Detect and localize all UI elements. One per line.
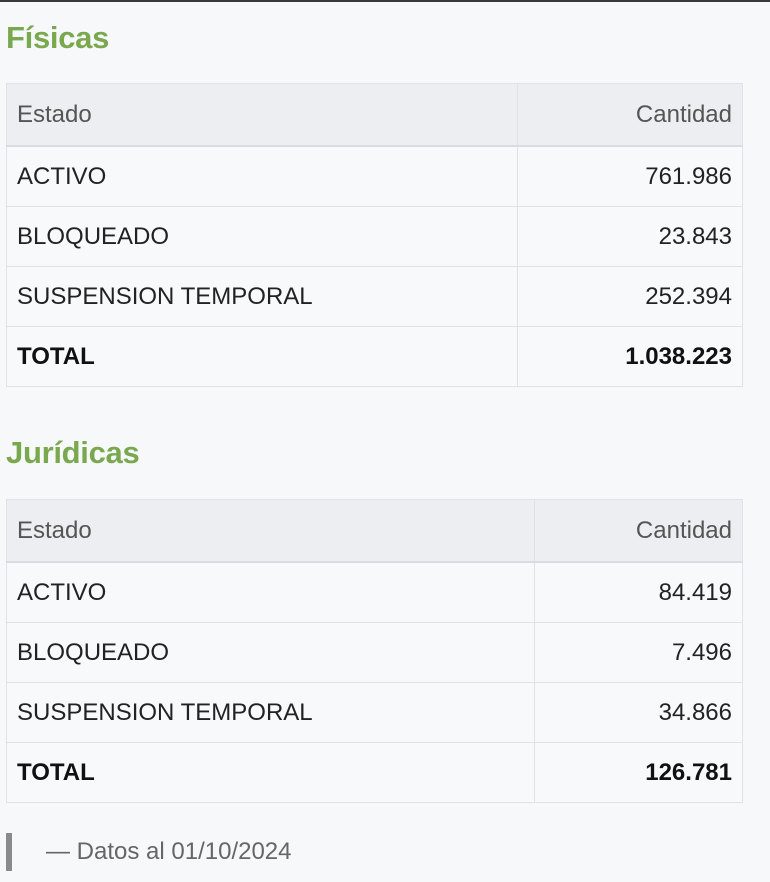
total-row: TOTAL 126.781 — [6, 742, 743, 803]
column-header-cantidad: Cantidad — [534, 499, 743, 563]
table-fisicas: Estado Cantidad ACTIVO 761.986 BLOQUEADO… — [6, 83, 743, 387]
estado-cell: BLOQUEADO — [6, 206, 518, 267]
estado-cell: ACTIVO — [6, 561, 535, 623]
cantidad-cell: 23.843 — [517, 206, 743, 267]
estado-cell: ACTIVO — [6, 145, 518, 207]
estado-cell: BLOQUEADO — [6, 622, 535, 683]
section-title-juridicas: Jurídicas — [6, 435, 140, 470]
column-header-cantidad: Cantidad — [517, 83, 743, 147]
cantidad-cell: 761.986 — [517, 145, 743, 207]
footnote-text: — Datos al 01/10/2024 — [46, 838, 292, 865]
total-label: TOTAL — [6, 742, 535, 803]
top-divider — [0, 0, 770, 2]
table-juridicas: Estado Cantidad ACTIVO 84.419 BLOQUEADO … — [6, 499, 743, 803]
cantidad-cell: 252.394 — [517, 266, 743, 327]
table-row: SUSPENSION TEMPORAL 34.866 — [6, 682, 743, 743]
source-footnote: — Datos al 01/10/2024 — [6, 832, 292, 872]
total-value: 1.038.223 — [517, 326, 743, 387]
table-row: ACTIVO 84.419 — [6, 561, 743, 623]
blockquote-bar — [6, 833, 12, 871]
section-title-fisicas: Físicas — [6, 20, 110, 55]
column-header-estado: Estado — [6, 499, 535, 563]
cantidad-cell: 7.496 — [534, 622, 743, 683]
table-header-row: Estado Cantidad — [6, 499, 743, 563]
table-row: ACTIVO 761.986 — [6, 145, 743, 207]
total-label: TOTAL — [6, 326, 518, 387]
estado-cell: SUSPENSION TEMPORAL — [6, 682, 535, 743]
estado-cell: SUSPENSION TEMPORAL — [6, 266, 518, 327]
cantidad-cell: 34.866 — [534, 682, 743, 743]
table-header-row: Estado Cantidad — [6, 83, 743, 147]
cantidad-cell: 84.419 — [534, 561, 743, 623]
table-row: BLOQUEADO 7.496 — [6, 622, 743, 683]
total-row: TOTAL 1.038.223 — [6, 326, 743, 387]
table-row: SUSPENSION TEMPORAL 252.394 — [6, 266, 743, 327]
table-row: BLOQUEADO 23.843 — [6, 206, 743, 267]
total-value: 126.781 — [534, 742, 743, 803]
column-header-estado: Estado — [6, 83, 518, 147]
